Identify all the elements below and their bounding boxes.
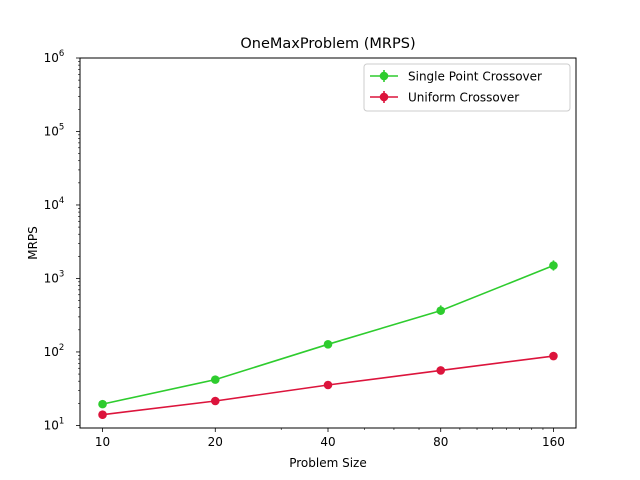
data-layer (98, 260, 558, 419)
x-tick-label: 20 (208, 435, 223, 449)
legend-entry: Single Point Crossover (370, 70, 542, 84)
data-point (323, 380, 333, 390)
data-point (549, 261, 558, 270)
x-axis-label: Problem Size (289, 456, 367, 470)
x-axis: 10 20 40 80 160 (95, 428, 565, 449)
legend-marker (379, 71, 389, 81)
legend-marker (379, 92, 389, 102)
data-point (98, 410, 107, 419)
legend-label: Single Point Crossover (408, 70, 542, 84)
x-tick-label: 80 (433, 435, 448, 449)
series-0 (98, 260, 558, 409)
y-axis: 101 102 103 104 105 106 (44, 49, 80, 432)
legend-box (363, 63, 571, 112)
chart-title: OneMaxProblem (MRPS) (240, 36, 415, 52)
y-tick-label: 101 (44, 416, 65, 432)
data-point (436, 366, 446, 375)
y-tick-label: 106 (44, 49, 65, 65)
legend-label: Uniform Crossover (408, 91, 519, 105)
y-tick-label: 103 (44, 269, 65, 285)
legend-entry: Uniform Crossover (370, 91, 519, 105)
data-point (549, 351, 558, 361)
data-point (210, 396, 220, 406)
data-point (323, 340, 333, 349)
y-tick-label: 105 (44, 122, 65, 138)
y-tick-label: 102 (44, 343, 65, 359)
x-tick-label: 10 (95, 435, 110, 449)
x-tick-label: 160 (542, 435, 565, 449)
data-point (98, 399, 107, 409)
x-tick-label: 40 (320, 435, 335, 449)
data-point (436, 306, 446, 315)
y-tick-label: 104 (44, 196, 65, 212)
plot-frame (79, 57, 577, 429)
data-point (210, 375, 220, 384)
legend: Single Point Crossover Uniform Crossover (363, 63, 571, 112)
series-1 (98, 351, 558, 419)
y-axis-label: MRPS (26, 226, 40, 260)
